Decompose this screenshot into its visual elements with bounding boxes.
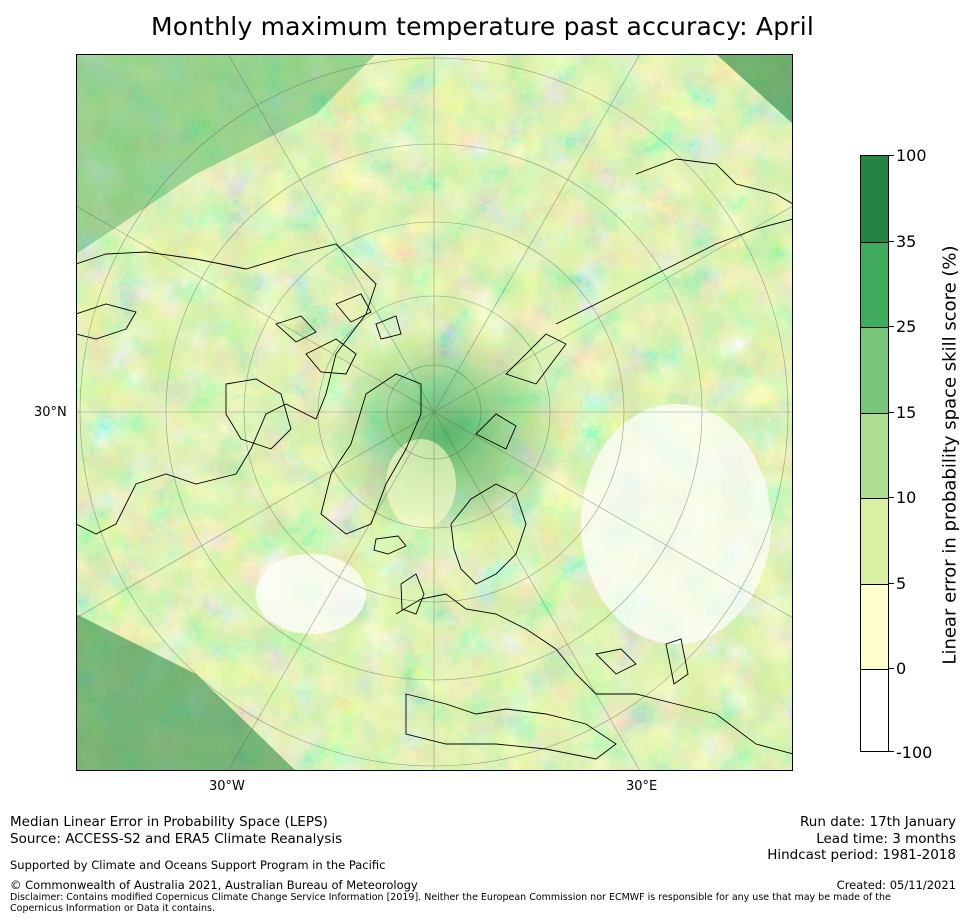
footer-created: Created: 05/11/2021 (836, 878, 956, 892)
colorbar-tick (889, 241, 894, 242)
canadian-arctic-islands (275, 293, 402, 375)
colorbar-tick-label: 100 (896, 146, 927, 165)
footer-method: Median Linear Error in Probability Space… (10, 814, 328, 830)
colorbar-bin-35-100 (861, 156, 888, 242)
footer-hindcast: Hindcast period: 1981-2018 (767, 847, 956, 863)
eurasia-low-skill (581, 404, 771, 644)
graticule (76, 54, 793, 771)
colorbar-tick-label: 35 (896, 232, 917, 251)
europe-coast (395, 593, 793, 755)
hudson-bay (225, 378, 292, 450)
footer-source: Source: ACCESS-S2 and ERA5 Climate Reana… (10, 831, 343, 847)
colorbar-bin-15-25 (861, 327, 888, 413)
colorbar-bin-25-35 (861, 242, 888, 327)
map-canvas (76, 54, 793, 771)
footer-run-date: Run date: 17th January (800, 814, 956, 830)
colorbar-tick (889, 497, 894, 498)
colorbar-tick (889, 668, 894, 669)
colorbar-bin-10-15 (861, 413, 888, 498)
footer-disclaimer: Disclaimer: Contains modified Copernicus… (10, 892, 891, 914)
colorbar-bin-5-10 (861, 498, 888, 584)
polar-skill-map[interactable] (76, 54, 793, 771)
colorbar-tick-label: 15 (896, 403, 917, 422)
colorbar-tick-label: 10 (896, 488, 917, 507)
n-atlantic-low-skill (256, 554, 366, 634)
colorbar-bin-0-5 (861, 584, 888, 669)
colorbar (860, 155, 889, 752)
lon-label-30e: 30°E (626, 779, 658, 794)
coastlines (76, 158, 793, 760)
colorbar-tick (889, 751, 894, 752)
svalbard-novaya (475, 333, 567, 450)
lat-label-30n: 30°N (34, 405, 67, 420)
colorbar-tick-label: 5 (896, 574, 907, 593)
colorbar-tick (889, 583, 894, 584)
mediterranean (405, 693, 617, 760)
north-america-coast (76, 243, 377, 535)
alaska-chukotka (76, 158, 793, 340)
footer-lead-time: Lead time: 3 months (816, 831, 956, 847)
colorbar-title: Linear error in probability space skill … (939, 245, 961, 665)
colorbar-tick (889, 412, 894, 413)
siberia-coast (555, 218, 793, 325)
colorbar-tick (889, 326, 894, 327)
colorbar-tick-label: 25 (896, 317, 917, 336)
black-caspian (595, 638, 689, 685)
colorbar-tick-label: -100 (896, 743, 933, 762)
greenland-low-skill (386, 439, 456, 529)
colorbar-tick (889, 155, 894, 156)
footer-copyright: © Commonwealth of Australia 2021, Austra… (10, 878, 418, 892)
ocean-high-skill-nw (76, 54, 376, 254)
footer-support: Supported by Climate and Oceans Support … (10, 858, 386, 872)
colorbar-bin-neg100-0 (861, 669, 888, 751)
ocean-high-skill-sw (76, 614, 296, 771)
greenland (320, 373, 422, 535)
iceland (373, 535, 407, 555)
uk (400, 573, 425, 615)
map-title: Monthly maximum temperature past accurac… (150, 12, 815, 41)
ocean-high-skill-ne (716, 54, 793, 124)
scandinavia (450, 483, 527, 585)
colorbar-tick-label: 0 (896, 659, 907, 678)
lon-label-30w: 30°W (209, 779, 245, 794)
